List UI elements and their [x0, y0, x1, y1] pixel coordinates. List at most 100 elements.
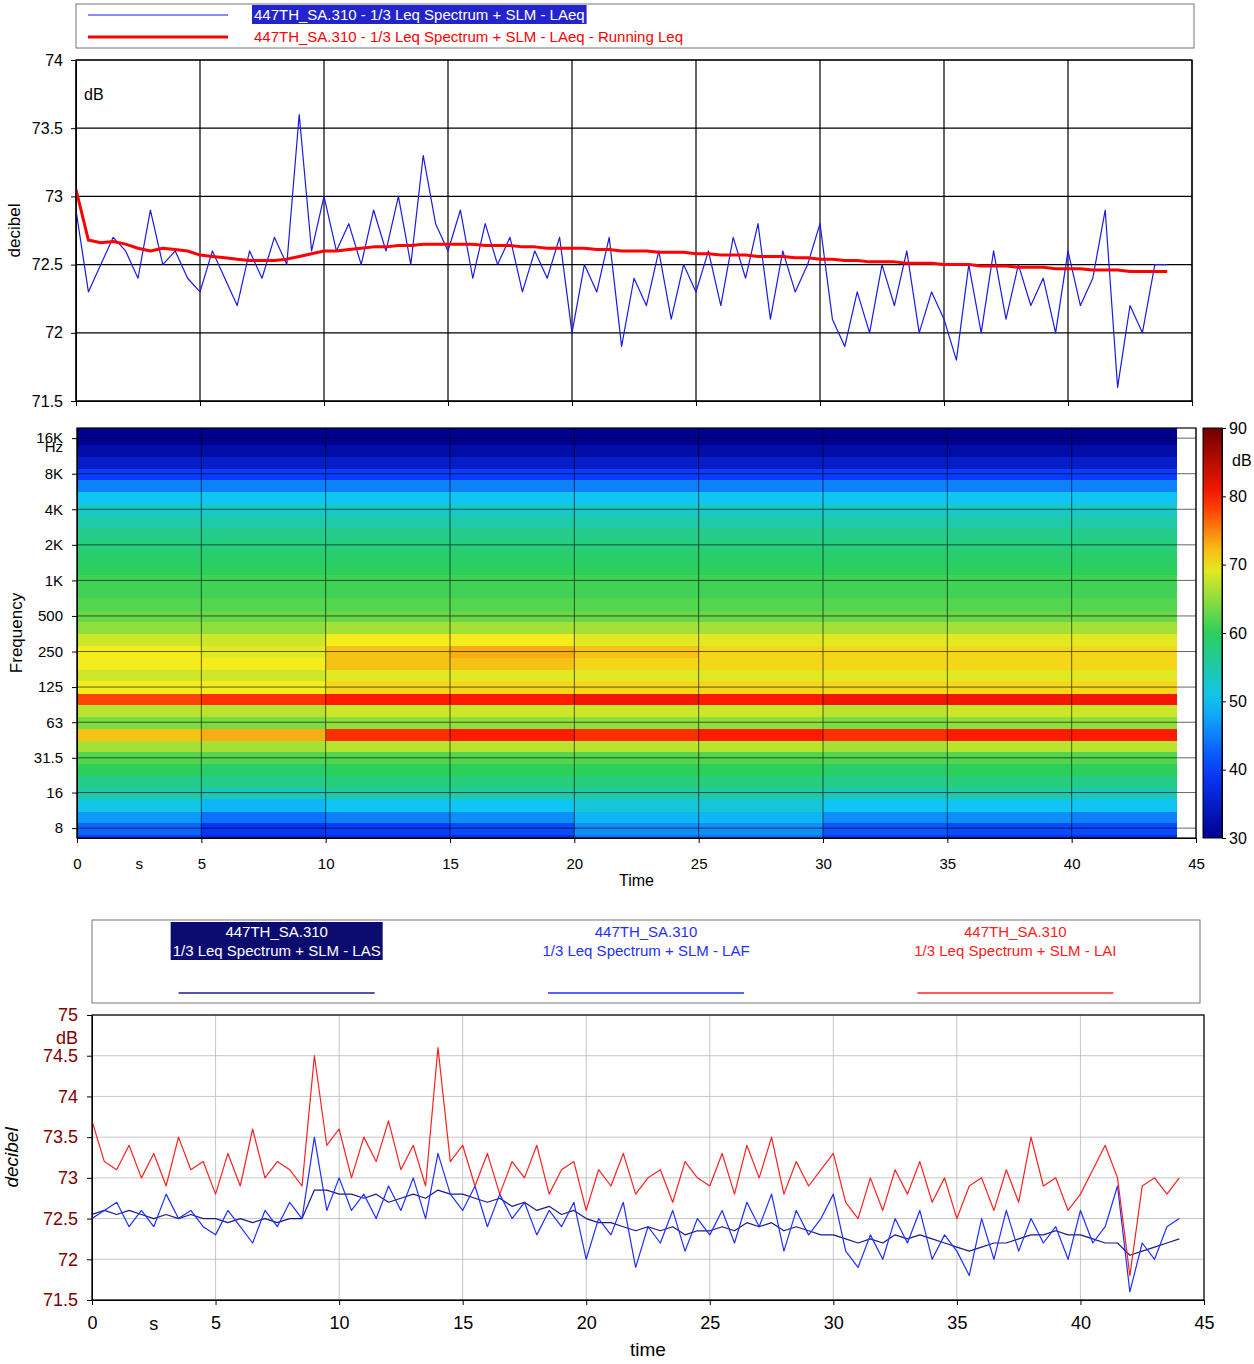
tick-label: 35 — [939, 855, 956, 872]
heatmap-cell — [1072, 456, 1177, 468]
grid-line-x — [571, 60, 572, 401]
tick: 35 — [947, 1300, 967, 1333]
heatmap-cell — [450, 492, 575, 504]
heatmap-cell — [574, 704, 699, 716]
heatmap-cell — [77, 428, 202, 433]
heatmap-cell — [699, 704, 824, 716]
heatmap-cell — [947, 621, 1072, 633]
heatmap-cell — [326, 456, 451, 468]
heatmap-cell — [699, 492, 824, 504]
heatmap-cell — [326, 728, 451, 740]
tick-label: 72.5 — [43, 1209, 78, 1229]
tick: 72.5 — [32, 256, 76, 273]
heatmap-cell — [947, 693, 1072, 705]
tick-mark — [1222, 428, 1226, 429]
heatmap-cell — [450, 527, 575, 539]
heatmap-cell — [574, 811, 699, 823]
tick: 45 — [1188, 838, 1205, 872]
tick: 0 — [87, 1300, 97, 1333]
axis — [77, 401, 1193, 406]
tick-label: 73 — [58, 1168, 78, 1188]
heatmap-cell — [77, 657, 202, 669]
grid-line-y — [77, 473, 1196, 474]
tick-mark — [957, 1300, 958, 1305]
heatmap-cell — [823, 634, 948, 646]
tick-mark — [450, 838, 451, 843]
heatmap-cell — [823, 445, 948, 457]
tick-mark — [87, 1015, 92, 1016]
tick-mark — [572, 401, 573, 406]
heatmap-cell — [326, 799, 451, 811]
heatmap-cell — [326, 480, 451, 492]
heatmap-cell — [574, 598, 699, 610]
tick: 15 — [442, 838, 459, 872]
heatmap-cell — [201, 550, 326, 562]
tick-mark — [1222, 565, 1226, 566]
tick-mark — [87, 1137, 92, 1138]
heatmap-cell — [1072, 740, 1177, 752]
heatmap-cell — [326, 740, 451, 752]
tick: 250 — [38, 643, 77, 660]
heatmap-cell — [450, 516, 575, 528]
colorbar-title: dB — [1232, 452, 1252, 469]
tick-mark — [87, 1300, 92, 1301]
heatmap-cell — [201, 563, 326, 575]
tick-mark — [1222, 633, 1226, 634]
heatmap-cell — [574, 428, 699, 433]
heatmap-cell — [201, 799, 326, 811]
heatmap-cell — [450, 598, 575, 610]
tick-mark — [72, 438, 77, 439]
legend-label: 447TH_SA.3101/3 Leq Spectrum + SLM - LAF — [542, 923, 749, 959]
tick-mark — [72, 474, 77, 475]
tick-mark — [820, 401, 821, 406]
tick-label: 8K — [45, 465, 63, 482]
heatmap-cell — [823, 657, 948, 669]
tick-label: 8 — [55, 819, 63, 836]
grid-line-x — [709, 1015, 710, 1300]
tick: 10 — [318, 838, 335, 872]
heatmap-cell — [823, 669, 948, 681]
tick — [1192, 401, 1193, 406]
axis: 051015202530354045 — [73, 838, 1205, 872]
heatmap-cell — [823, 728, 948, 740]
tick: 73 — [45, 188, 76, 205]
heatmap-cell — [574, 516, 699, 528]
heatmap-cell — [947, 480, 1072, 492]
tick-label: 72 — [45, 324, 63, 341]
grid-line-y — [77, 544, 1196, 545]
heatmap-cell — [326, 669, 451, 681]
heatmap-cell — [326, 586, 451, 598]
tick-mark — [72, 509, 77, 510]
heatmap-cell — [326, 527, 451, 539]
tick-mark — [1068, 401, 1069, 406]
tick — [820, 401, 821, 406]
heatmap-cell — [450, 799, 575, 811]
tick: 15 — [453, 1300, 473, 1333]
plot-lines — [76, 115, 1167, 388]
colorbar — [1203, 428, 1222, 838]
tick: 35 — [939, 838, 956, 872]
heatmap-cell — [326, 550, 451, 562]
heatmap-cell — [77, 445, 202, 457]
heatmap-cell — [450, 728, 575, 740]
grid-line-x — [833, 1015, 834, 1300]
heatmap-cell — [1072, 799, 1177, 811]
heatmap-cell — [201, 704, 326, 716]
grid-line-y — [77, 651, 1196, 652]
heatmap-cell — [201, 492, 326, 504]
tick: 90 — [1222, 420, 1247, 437]
tick: 74.5 — [43, 1046, 92, 1066]
tick-mark — [1222, 496, 1226, 497]
tick-mark — [1222, 838, 1226, 839]
tick-label: 63 — [46, 714, 63, 731]
heatmap-cell — [201, 669, 326, 681]
tick-mark — [87, 1219, 92, 1220]
heatmap-cell — [1072, 704, 1177, 716]
tick-mark — [72, 580, 77, 581]
heatmap-cell — [947, 657, 1072, 669]
tick: 125 — [38, 678, 77, 695]
heatmap-cell — [77, 799, 202, 811]
tick-label: 45 — [1194, 1313, 1214, 1333]
heatmap-cell — [947, 775, 1072, 787]
series-line — [92, 1048, 1179, 1276]
